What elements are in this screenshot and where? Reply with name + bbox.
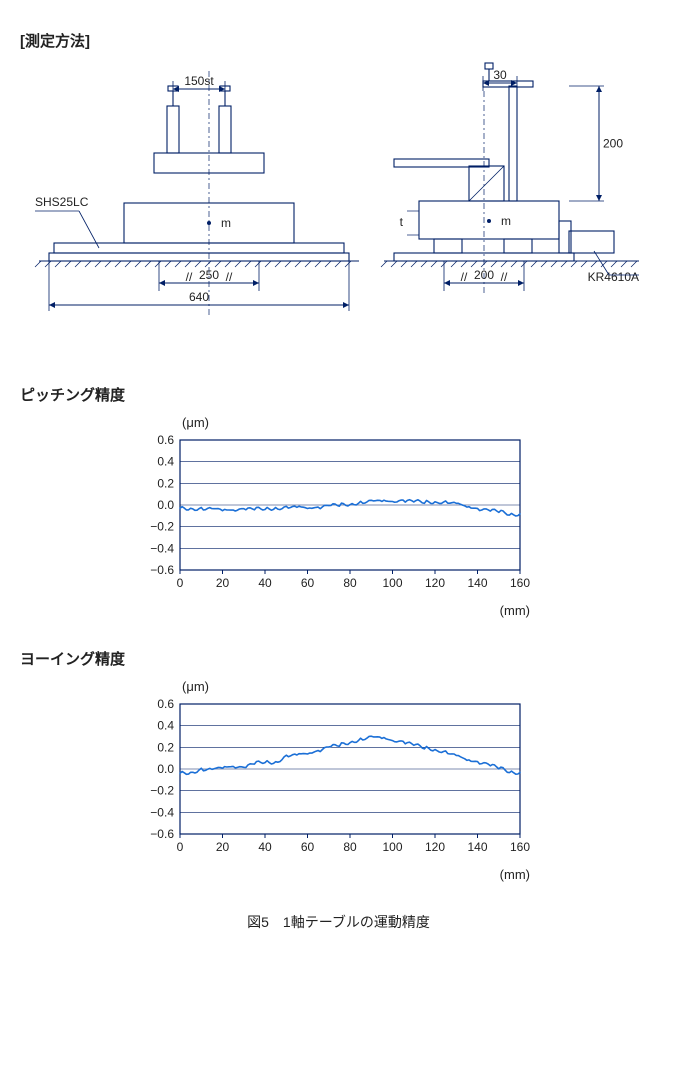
svg-text:0.6: 0.6 — [157, 697, 174, 711]
svg-text:0.6: 0.6 — [157, 433, 174, 447]
svg-text:0: 0 — [177, 840, 184, 854]
svg-text:−0.6: −0.6 — [150, 827, 174, 841]
svg-text:80: 80 — [343, 576, 357, 590]
svg-text:0.0: 0.0 — [157, 762, 174, 776]
figure-caption: 図5 1軸テーブルの運動精度 — [20, 912, 657, 932]
measurement-diagram: m 150st SHS25LC 250 // // 640 t m 30 200 KR4610A 200… — [20, 61, 657, 344]
svg-text:0.2: 0.2 — [157, 740, 174, 754]
svg-text:160: 160 — [510, 576, 530, 590]
svg-text:−0.4: −0.4 — [150, 805, 174, 819]
svg-text:m: m — [501, 214, 511, 228]
svg-text:m: m — [221, 216, 231, 230]
svg-text:−0.4: −0.4 — [150, 541, 174, 555]
svg-text://: // — [460, 270, 467, 284]
yawing-chart: (μm) 0.6 0.4 0.2 0.0 −0.2 −0.4 −0.60 20 40 60 80 10… — [120, 679, 657, 882]
pitching-title: ピッチング精度 — [20, 384, 657, 405]
svg-text:30: 30 — [493, 68, 507, 82]
pitching-chart: (μm) 0.6 0.4 0.2 0.0 −0.2 −0.4 −0.60 20 40 60 80 10… — [120, 415, 657, 618]
svg-text:40: 40 — [258, 840, 272, 854]
svg-text:140: 140 — [467, 840, 487, 854]
method-title: [測定方法] — [20, 30, 657, 51]
yawing-title: ヨーイング精度 — [20, 648, 657, 669]
svg-text:160: 160 — [510, 840, 530, 854]
svg-text:20: 20 — [216, 840, 230, 854]
svg-text://: // — [225, 270, 232, 284]
svg-text:80: 80 — [343, 840, 357, 854]
svg-text:250: 250 — [198, 268, 218, 282]
svg-text:−0.2: −0.2 — [150, 520, 174, 534]
svg-text:40: 40 — [258, 576, 272, 590]
svg-text:−0.6: −0.6 — [150, 563, 174, 577]
svg-text:−0.2: −0.2 — [150, 784, 174, 798]
x-unit-label: (mm) — [120, 603, 530, 618]
svg-text:0.2: 0.2 — [157, 476, 174, 490]
svg-text:120: 120 — [425, 576, 445, 590]
svg-text:200: 200 — [473, 268, 493, 282]
svg-text:KR4610A: KR4610A — [587, 270, 638, 284]
svg-text:t: t — [399, 215, 403, 229]
svg-text:200: 200 — [602, 137, 622, 151]
y-unit-label-2: (μm) — [182, 679, 657, 694]
y-unit-label: (μm) — [182, 415, 657, 430]
svg-text://: // — [185, 270, 192, 284]
svg-text:20: 20 — [216, 576, 230, 590]
svg-text:100: 100 — [382, 576, 402, 590]
svg-text:640: 640 — [188, 290, 208, 304]
svg-text:0.4: 0.4 — [157, 455, 174, 469]
svg-text://: // — [500, 270, 507, 284]
svg-text:SHS25LC: SHS25LC — [35, 195, 89, 209]
svg-text:150st: 150st — [184, 74, 214, 88]
svg-text:0.0: 0.0 — [157, 498, 174, 512]
svg-text:140: 140 — [467, 576, 487, 590]
svg-text:120: 120 — [425, 840, 445, 854]
svg-text:60: 60 — [301, 576, 315, 590]
svg-text:0.4: 0.4 — [157, 719, 174, 733]
x-unit-label-2: (mm) — [120, 867, 530, 882]
svg-text:0: 0 — [177, 576, 184, 590]
svg-text:60: 60 — [301, 840, 315, 854]
svg-text:100: 100 — [382, 840, 402, 854]
